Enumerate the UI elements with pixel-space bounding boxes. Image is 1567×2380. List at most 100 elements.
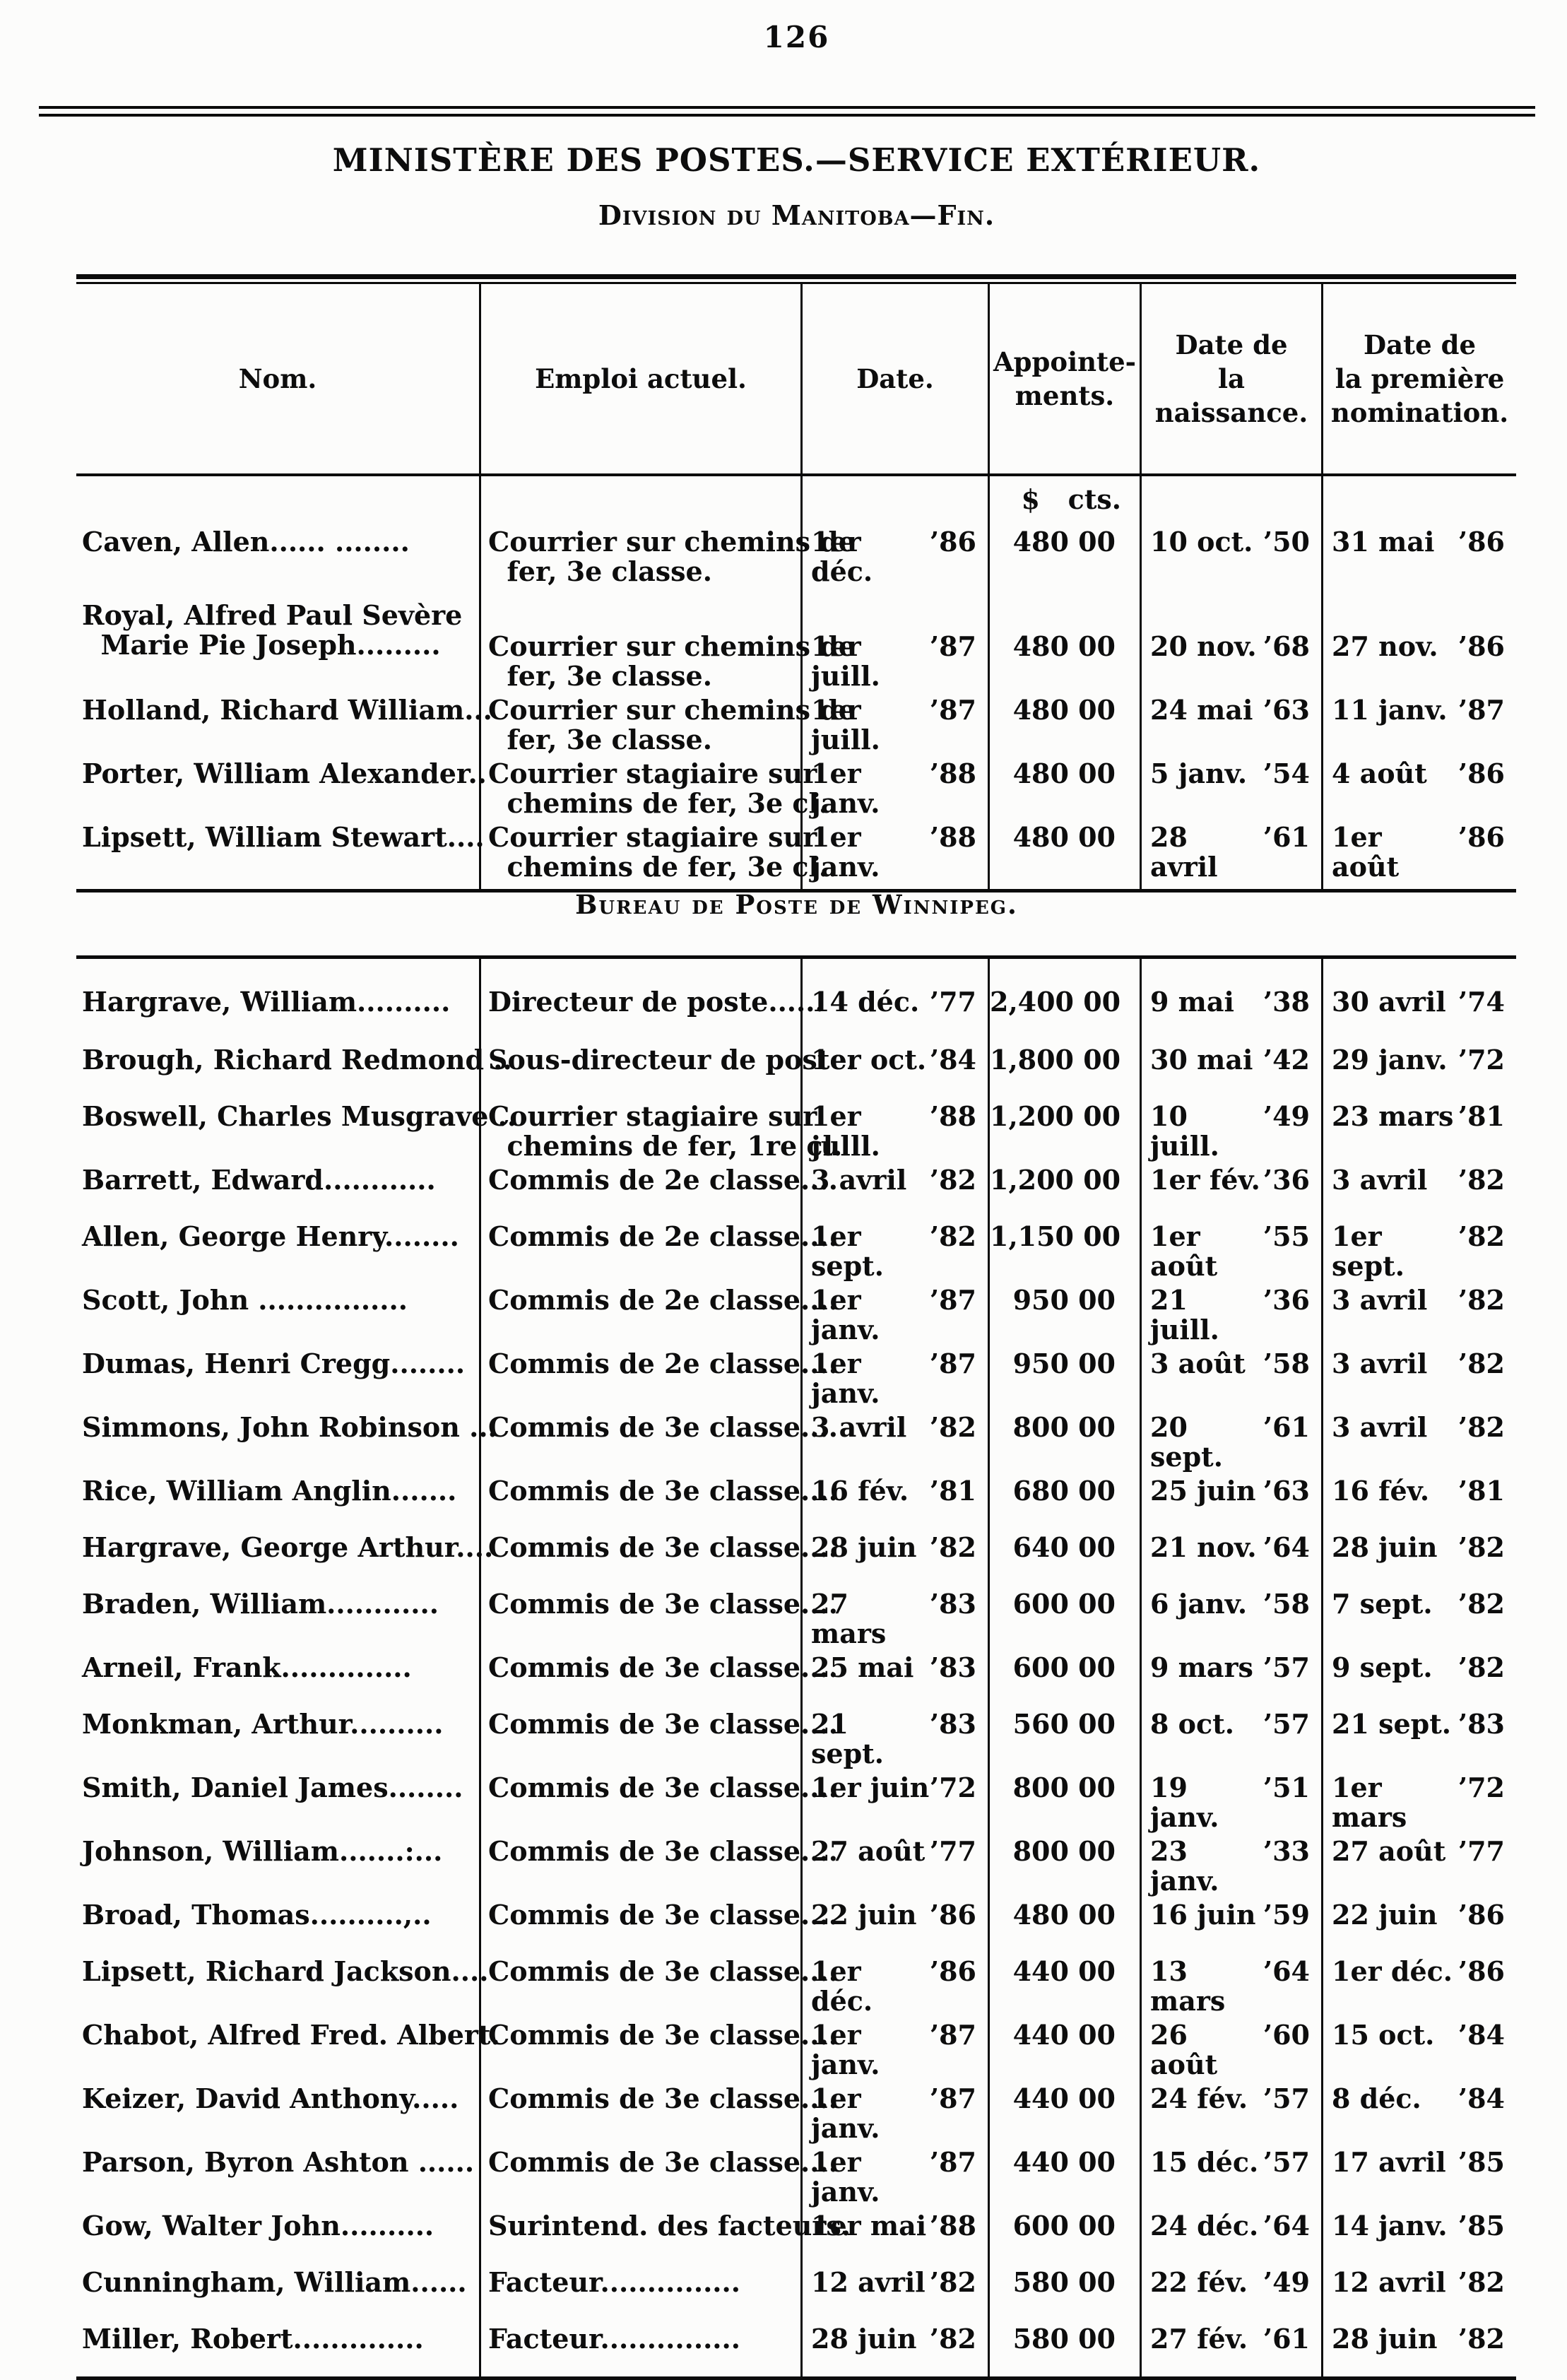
- cell-appointements: 440 00: [988, 2080, 1140, 2143]
- page-subtitle: Division du Manitoba—Fin.: [598, 199, 995, 231]
- cell-nomination: 23 mars ’81: [1321, 1097, 1516, 1161]
- cell-date: 1er mai ’88: [800, 2207, 988, 2263]
- cell-naissance: 10 juill. ’49: [1140, 1097, 1321, 1161]
- cell-nomination: 27 août ’77: [1321, 1832, 1516, 1896]
- table-row: Barrett, Edward............ Commis de 2e…: [76, 1161, 1516, 1218]
- date-day-month: 9 mai: [1150, 986, 1234, 1018]
- date-day-month: 1er mai: [811, 2210, 927, 2241]
- date-day-month: 16 fév.: [1332, 1475, 1430, 1507]
- cell-nom: Brough, Richard Redmond ..: [82, 1044, 512, 1076]
- cell-naissance: 26 août ’60: [1140, 2016, 1321, 2080]
- date-day-month: 3 avril: [1332, 1348, 1428, 1379]
- date-day-month: 3 avril: [811, 1164, 907, 1196]
- date-year: ’82: [1457, 1284, 1505, 1316]
- cell-date: 3 avril ’82: [800, 1161, 988, 1218]
- date-day-month: 28 avril: [1150, 821, 1218, 883]
- cell-naissance: 20 nov. ’68: [1140, 596, 1321, 691]
- date-year: ’85: [1457, 2210, 1505, 2241]
- date-year: ’59: [1263, 1899, 1310, 1931]
- cell-nomination: 28 juin ’82: [1321, 2320, 1516, 2376]
- cell-nomination: 28 juin ’82: [1321, 1528, 1516, 1585]
- date-year: ’49: [1263, 1100, 1310, 1132]
- date-year: ’36: [1263, 1284, 1310, 1316]
- table-row: Hargrave, George Arthur.... Commis de 3e…: [76, 1528, 1516, 1585]
- date-year: ’82: [1457, 2266, 1505, 2298]
- date-year: ’63: [1263, 1475, 1310, 1507]
- col-header-date: Date.: [800, 284, 988, 473]
- cell-appointements: 600 00: [988, 2207, 1140, 2263]
- table-row: Lipsett, William Stewart.... Courrier st…: [76, 818, 1516, 889]
- cell-nom: Broad, Thomas..........,..: [82, 1899, 432, 1931]
- cell-date: 1er janv. ’87: [800, 2080, 988, 2143]
- cell-appointements: 480 00: [988, 523, 1140, 596]
- cell-emploi: Courrier sur chemins de fer, 3e classe.: [479, 523, 856, 596]
- cell-naissance: 24 fév. ’57: [1140, 2080, 1321, 2143]
- date-year: ’88: [929, 821, 976, 853]
- table-header-row: Nom. Emploi actuel. Date. Appointe- ment…: [76, 284, 1516, 476]
- cell-nom: Barrett, Edward............: [82, 1164, 436, 1196]
- date-day-month: 1er fév.: [1150, 1164, 1260, 1196]
- table-row: Royal, Alfred Paul Sevère Marie Pie Jose…: [76, 596, 1516, 691]
- date-year: ’77: [1457, 1835, 1505, 1867]
- cell-nom: Chabot, Alfred Fred. Albert.: [82, 2019, 500, 2051]
- cell-nom: Caven, Allen...... ........: [82, 526, 410, 558]
- date-day-month: 22 juin: [1332, 1899, 1438, 1931]
- cell-nomination: 3 avril ’82: [1321, 1345, 1516, 1408]
- date-day-month: 27 nov.: [1332, 630, 1438, 662]
- date-day-month: 23 mars: [1332, 1100, 1454, 1132]
- date-year: ’86: [929, 1899, 976, 1931]
- date-day-month: 4 août: [1332, 758, 1427, 789]
- cell-naissance: 15 déc. ’57: [1140, 2143, 1321, 2207]
- cell-date: 3 avril ’82: [800, 1408, 988, 1472]
- date-day-month: 1er janv.: [811, 2082, 880, 2144]
- cell-appointements: 560 00: [988, 1705, 1140, 1769]
- cell-emploi: Commis de 3e classe....: [479, 1832, 838, 1896]
- date-day-month: 1er juin: [811, 1772, 930, 1803]
- date-year: ’82: [1457, 1588, 1505, 1620]
- date-year: ’68: [1263, 630, 1310, 662]
- date-year: ’42: [1263, 1044, 1310, 1076]
- date-year: ’82: [929, 2266, 976, 2298]
- cell-naissance: 3 août ’58: [1140, 1345, 1321, 1408]
- date-year: ’86: [1457, 526, 1505, 558]
- date-day-month: 26 août: [1150, 2019, 1218, 2080]
- date-day-month: 21 nov.: [1150, 1531, 1257, 1563]
- date-year: ’72: [1457, 1772, 1505, 1803]
- date-year: ’82: [929, 1531, 976, 1563]
- date-year: ’82: [1457, 1348, 1505, 1379]
- cell-appointements: 1,200 00: [988, 1097, 1140, 1161]
- cell-date: 22 juin ’86: [800, 1896, 988, 1952]
- cell-date: 14 déc. ’77: [800, 959, 988, 1041]
- cell-naissance: 24 mai ’63: [1140, 691, 1321, 755]
- cell-naissance: 1er août ’55: [1140, 1218, 1321, 1281]
- table-body: Hargrave, William.......... Directeur de…: [76, 959, 1516, 2380]
- date-day-month: 22 fév.: [1150, 2266, 1248, 2298]
- date-year: ’88: [929, 2210, 976, 2241]
- date-day-month: 27 août: [811, 1835, 926, 1867]
- cell-date: 1er janv. ’87: [800, 1345, 988, 1408]
- cell-naissance: 25 juin ’63: [1140, 1472, 1321, 1528]
- table-row: Miller, Robert.............. Facteur....…: [76, 2320, 1516, 2376]
- date-day-month: 3 août: [1150, 1348, 1246, 1379]
- cell-naissance: 24 déc. ’64: [1140, 2207, 1321, 2263]
- cell-nomination: 7 sept. ’82: [1321, 1585, 1516, 1649]
- date-day-month: 17 avril: [1332, 2146, 1446, 2178]
- cell-appointements: 950 00: [988, 1281, 1140, 1345]
- cell-nomination: 1er sept. ’82: [1321, 1218, 1516, 1281]
- table-row: Lipsett, Richard Jackson.... Commis de 3…: [76, 1952, 1516, 2016]
- cell-nomination: 15 oct. ’84: [1321, 2016, 1516, 2080]
- table-manitoba: Nom. Emploi actuel. Date. Appointe- ment…: [76, 274, 1516, 892]
- cell-nom: Hargrave, William..........: [82, 986, 451, 1018]
- date-year: ’83: [929, 1708, 976, 1740]
- cell-date: 1er oct. ’84: [800, 1041, 988, 1097]
- cell-naissance: 9 mai ’38: [1140, 959, 1321, 1041]
- cell-naissance: 9 mars ’57: [1140, 1649, 1321, 1705]
- date-day-month: 8 oct.: [1150, 1708, 1234, 1740]
- cell-emploi: Courrier stagiaire sur chemins de fer, 1…: [479, 1097, 842, 1161]
- cell-nom: Holland, Richard William...: [82, 694, 492, 726]
- cell-emploi: Courrier stagiaire sur chemins de fer, 3…: [479, 818, 837, 889]
- cell-appointements: 440 00: [988, 2143, 1140, 2207]
- cell-appointements: 580 00: [988, 2320, 1140, 2376]
- date-year: ’82: [1457, 1164, 1505, 1196]
- cell-emploi: Courrier sur chemins de fer, 3e classe.: [479, 596, 856, 691]
